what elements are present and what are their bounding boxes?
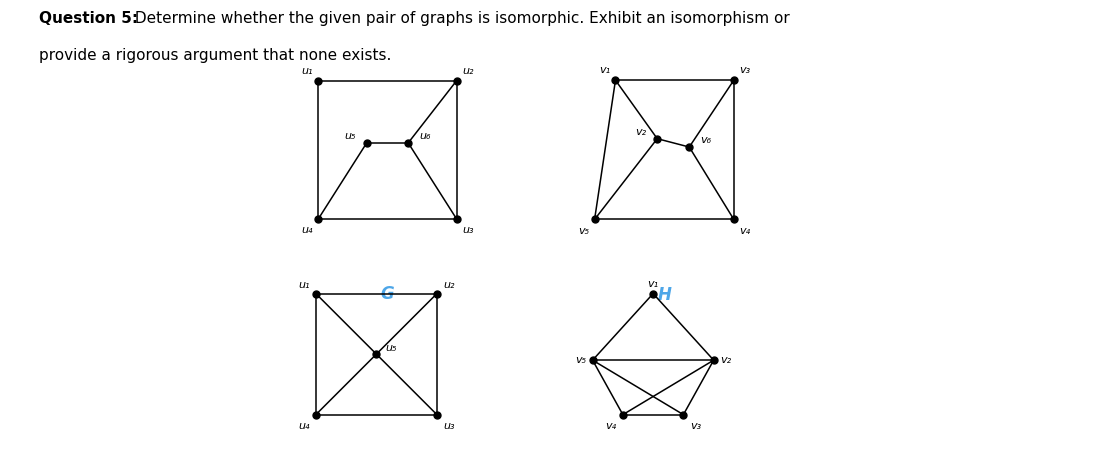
Text: v₁: v₁ [599, 65, 610, 75]
Text: v₃: v₃ [739, 65, 751, 75]
Text: u₂: u₂ [462, 66, 474, 76]
Text: u₃: u₃ [462, 225, 474, 235]
Text: u₅: u₅ [344, 131, 355, 141]
Text: u₁: u₁ [298, 280, 310, 290]
Text: provide a rigorous argument that none exists.: provide a rigorous argument that none ex… [39, 48, 391, 63]
Text: v₄: v₄ [739, 226, 751, 236]
Text: v₆: v₆ [701, 135, 712, 145]
Text: v₅: v₅ [575, 355, 586, 365]
Text: v₂: v₂ [635, 127, 646, 137]
Text: Determine whether the given pair of graphs is isomorphic. Exhibit an isomorphism: Determine whether the given pair of grap… [130, 11, 789, 26]
Text: u₁: u₁ [301, 66, 313, 76]
Text: v₁: v₁ [648, 279, 659, 289]
Text: v₅: v₅ [578, 226, 589, 236]
Text: u₃: u₃ [443, 420, 455, 430]
Text: v₃: v₃ [690, 420, 701, 430]
Text: G: G [381, 285, 394, 303]
Text: H: H [658, 286, 671, 304]
Text: u₄: u₄ [301, 225, 313, 235]
Text: v₄: v₄ [606, 420, 617, 430]
Text: u₅: u₅ [385, 343, 396, 353]
Text: u₆: u₆ [420, 131, 431, 141]
Text: Question 5:: Question 5: [39, 11, 138, 26]
Text: u₄: u₄ [298, 420, 310, 430]
Text: u₂: u₂ [443, 280, 455, 290]
Text: v₂: v₂ [721, 355, 732, 365]
